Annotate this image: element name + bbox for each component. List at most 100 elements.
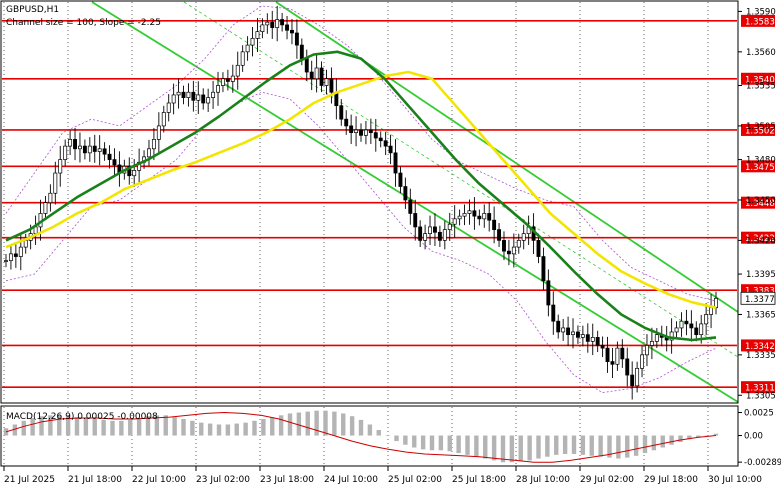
macd-histogram-bar: [589, 435, 594, 456]
channel-info-label: Channel size = 100, Slope = -2.25: [6, 18, 161, 28]
candle-body: [487, 213, 492, 221]
symbol-label: GBPUSD,H1: [6, 5, 59, 15]
macd-histogram-bar: [261, 418, 266, 436]
candle-body: [433, 226, 437, 233]
candle-body: [63, 145, 68, 160]
candle-body: [78, 145, 82, 150]
macd-histogram-bar: [110, 420, 115, 436]
candle-body: [403, 186, 408, 201]
macd-histogram-bar: [651, 435, 657, 451]
candle-body: [290, 29, 294, 34]
macd-histogram-bar: [349, 416, 355, 436]
current-price-label: 1.3377: [745, 295, 775, 305]
candle-body: [477, 215, 482, 220]
macd-histogram-bar: [48, 415, 53, 436]
candle-body: [437, 231, 442, 241]
candle-body: [339, 105, 344, 120]
candle-body: [97, 148, 102, 152]
candlesticks: [4, 5, 718, 400]
macd-histogram-bar: [713, 433, 719, 436]
candle-body: [250, 38, 255, 46]
candle-body: [299, 44, 304, 59]
candle-body: [630, 374, 635, 387]
macd-histogram-bar: [500, 435, 506, 463]
level-label-bg: [741, 14, 775, 27]
macd-histogram-bar: [296, 412, 302, 436]
macd-histogram-bar: [633, 435, 639, 456]
macd-histogram-bar: [199, 422, 204, 436]
level-label-bg: [741, 160, 775, 173]
channel-mid-line: [183, 1, 739, 358]
macd-histogram-bar: [562, 435, 568, 454]
macd-histogram-bar: [642, 435, 648, 454]
candle-body: [206, 97, 211, 104]
candle-body: [368, 129, 373, 133]
macd-histogram-bar: [367, 424, 373, 436]
candle-body: [699, 323, 704, 336]
macd-histogram-bar: [474, 435, 479, 457]
macd-histogram-bar: [190, 420, 195, 436]
macd-histogram-bar: [616, 435, 621, 459]
macd-histogram-bar: [394, 435, 399, 442]
macd-histogram-bar: [704, 435, 710, 437]
macd-histogram-bar: [403, 435, 408, 445]
candle-body: [516, 240, 521, 248]
candle-body: [654, 334, 659, 342]
candle-body: [186, 91, 191, 98]
macd-histogram-bar: [669, 435, 674, 445]
candle-body: [502, 240, 506, 252]
candle-body: [260, 24, 265, 32]
macd-histogram-bar: [687, 435, 692, 440]
macd-plot-frame: [0, 405, 739, 467]
candle-body: [294, 32, 299, 46]
macd-tick-label: 0.0025: [744, 409, 774, 419]
candle-body: [546, 280, 551, 306]
candle-body: [600, 345, 605, 349]
macd-histogram-bar: [207, 423, 213, 436]
candle-body: [275, 19, 280, 28]
candle-body: [265, 21, 270, 26]
candle-body: [408, 199, 413, 214]
time-label: 23 Jul 18:00: [260, 475, 314, 485]
macd-histogram-bar: [580, 435, 586, 455]
macd-histogram-bar: [509, 435, 515, 463]
candle-body: [304, 58, 309, 73]
candle-body: [413, 213, 418, 228]
macd-histogram-bar: [30, 418, 35, 436]
candle-body: [497, 229, 502, 241]
candle-body: [649, 341, 654, 346]
candle-body: [457, 215, 462, 220]
time-label: 29 Jul 02:00: [580, 475, 634, 485]
macd-histogram-bar: [536, 435, 541, 459]
macd-histogram-bar: [172, 417, 177, 436]
candle-body: [107, 153, 112, 160]
candle-body: [201, 94, 206, 104]
candle-body: [147, 148, 151, 158]
current-price-bg: [740, 291, 776, 305]
candle-body: [344, 118, 349, 127]
macd-panel: [3, 410, 719, 463]
macd-histogram-bar: [696, 435, 701, 438]
macd-histogram-bar: [181, 418, 186, 436]
macd-signal-line: [5, 411, 717, 463]
candle-body: [679, 320, 684, 329]
macd-histogram-bar: [545, 435, 550, 457]
candle-body: [452, 218, 457, 225]
macd-histogram-bar: [287, 413, 293, 436]
macd-histogram-bar: [305, 411, 310, 436]
level-label-bg: [741, 231, 775, 244]
candle-body: [595, 337, 600, 346]
macd-histogram-bar: [491, 435, 497, 461]
time-label: 30 Jul 10:00: [708, 475, 762, 485]
candle-body: [536, 240, 541, 257]
level-label: 1.3383: [745, 287, 775, 297]
candle-body: [709, 307, 714, 315]
candle-body: [684, 320, 689, 325]
candle-body: [309, 71, 314, 80]
candle-body: [610, 361, 615, 365]
time-label: 25 Jul 18:00: [452, 475, 506, 485]
candle-body: [216, 85, 220, 93]
price-tick-label: 1.3305: [746, 391, 776, 401]
main-plot-frame: [0, 0, 739, 404]
macd-histogram-bar: [527, 435, 532, 461]
